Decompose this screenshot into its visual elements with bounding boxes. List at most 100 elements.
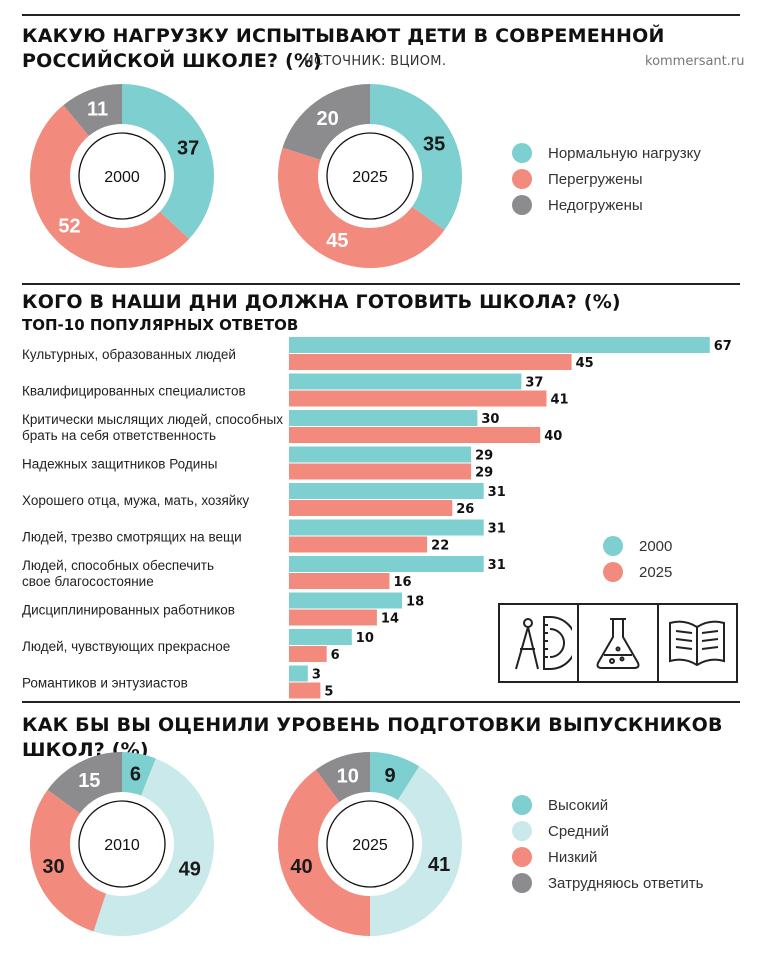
bar-2025 (289, 463, 472, 480)
chart2-subtitle: ТОП-10 ПОПУЛЯРНЫХ ОТВЕТОВ (22, 316, 299, 334)
donut-2010-slice-2 (29, 789, 106, 932)
chart1-title-line1: КАКУЮ НАГРУЗКУ ИСПЫТЫВАЮТ ДЕТИ В СОВРЕМЕ… (22, 25, 665, 47)
graduates-legend: Высокий Средний Низкий Затрудняюсь ответить (512, 792, 703, 896)
bar-2000 (289, 519, 484, 536)
bar-2000 (289, 373, 522, 390)
category-label: брать на себя ответственность (22, 428, 216, 443)
bar-value-2000: 31 (488, 558, 506, 573)
bar-value-2000: 31 (488, 522, 506, 537)
bar-2025 (289, 573, 390, 589)
bar-value-2000: 30 (481, 412, 499, 427)
bar-value-2000: 18 (406, 595, 424, 610)
graduates-legend-swatch (512, 795, 532, 815)
donut-2025b-center-label: 2025 (352, 837, 388, 854)
graduates-legend-swatch (512, 821, 532, 841)
category-label: Людей, чувствующих прекрасное (22, 639, 230, 654)
chart2-title: КОГО В НАШИ ДНИ ДОЛЖНА ГОТОВИТЬ ШКОЛА? (… (22, 291, 621, 313)
bar-value-2025: 26 (456, 502, 474, 517)
donut-2000-slice-0 (122, 84, 214, 239)
bars-legend-label: 2000 (639, 537, 673, 555)
category-label: Критически мыслящих людей, способных (22, 412, 283, 427)
bar-2000 (289, 337, 710, 353)
bar-2000 (289, 410, 478, 426)
section3-rule (22, 701, 740, 703)
graduates-legend-label: Высокий (548, 796, 609, 814)
donut-2000-center-label: 2000 (104, 169, 140, 186)
category-label: Надежных защитников Родины (22, 457, 217, 472)
load-donut-charts: 37 52 11 2000 35 45 20 2025 (30, 84, 463, 268)
bar-2000 (289, 556, 484, 572)
load-legend: Нормальную нагрузку Перегружены Недогружен… (512, 140, 701, 218)
donut-2010-center-ring (78, 800, 166, 888)
donut-2025b-slice-label-1: 41 (428, 854, 450, 876)
top-rule (22, 14, 740, 16)
donut-2000-slice-label-2: 11 (87, 98, 108, 120)
donut-2025b-slice-0 (370, 752, 420, 801)
donut-2025b-slice-label-3: 10 (337, 766, 359, 788)
bar-2000 (289, 665, 308, 682)
graduates-legend-label: Средний (548, 822, 609, 840)
bar-2025 (289, 646, 327, 662)
donut-2010-slice-1 (93, 758, 214, 936)
donut-2025-slice-0 (370, 84, 463, 231)
icons-panel (498, 603, 738, 683)
bar-2025 (289, 427, 541, 443)
graduates-legend-label: Низкий (548, 848, 598, 866)
bars-legend: 2000 2025 (603, 533, 672, 585)
donut-2000-slice-2 (63, 84, 122, 136)
donut-2025-slice-label-1: 45 (326, 230, 348, 252)
bar-2000 (289, 629, 352, 645)
load-legend-item: Нормальную нагрузку (512, 140, 701, 166)
graduates-legend-swatch (512, 873, 532, 893)
bar-value-2000: 10 (356, 631, 374, 646)
donut-2000-slice-label-0: 37 (177, 137, 199, 159)
load-legend-item: Недогружены (512, 192, 701, 218)
donut-2025b-slice-3 (315, 752, 370, 802)
bar-value-2025: 22 (431, 539, 449, 554)
donut-2025-slice-1 (278, 147, 445, 268)
load-legend-swatch (512, 195, 532, 215)
bar-2000 (289, 446, 472, 463)
donut-2025-center-label: 2025 (352, 169, 388, 186)
bar-value-2025: 16 (393, 575, 411, 590)
bars-legend-label: 2025 (639, 563, 673, 581)
donut-2010-slice-3 (47, 752, 122, 814)
bar-2025 (289, 609, 377, 626)
open-book-icon (656, 605, 736, 681)
donut-2025-slice-label-2: 20 (317, 108, 339, 130)
school-goals-bar-chart: Культурных, образованных людей 67 45 Квалиф… (22, 337, 732, 700)
bar-value-2000: 37 (525, 376, 543, 391)
bar-value-2025: 41 (550, 393, 568, 408)
category-label: Людей, трезво смотрящих на вещи (22, 530, 242, 545)
bars-legend-item: 2025 (603, 559, 672, 585)
bar-2025 (289, 500, 453, 516)
flask-icon (577, 605, 656, 681)
category-label: Хорошего отца, мужа, мать, хозяйку (22, 493, 249, 508)
bar-value-2025: 45 (576, 356, 594, 371)
category-label: Культурных, образованных людей (22, 347, 236, 362)
bars-legend-swatch (603, 562, 623, 582)
donut-2010-slice-label-3: 15 (78, 770, 100, 792)
donut-2025b-slice-label-0: 9 (385, 765, 396, 787)
graduates-legend-label: Затрудняюсь ответить (548, 874, 704, 892)
graduates-legend-item: Средний (512, 818, 703, 844)
bar-value-2025: 29 (475, 466, 493, 481)
bars-legend-swatch (603, 536, 623, 556)
graduates-legend-item: Высокий (512, 792, 703, 818)
donut-2025b-center-ring (326, 800, 414, 888)
chart1-title-line2: РОССИЙСКОЙ ШКОЛЕ? (%) (22, 50, 323, 72)
bar-2025 (289, 536, 428, 553)
donut-2000-slice-label-1: 52 (58, 215, 80, 237)
donut-2025b-slice-label-2: 40 (290, 856, 312, 878)
category-label: Людей, способных обеспечить (22, 558, 214, 573)
bar-2025 (289, 354, 572, 370)
bars-legend-item: 2000 (603, 533, 672, 559)
donut-2010-slice-label-2: 30 (42, 856, 64, 878)
compass-protractor-icon (500, 605, 577, 681)
bar-2000 (289, 592, 403, 609)
donut-2025-center-ring (326, 132, 414, 220)
donut-2010-center-label: 2010 (104, 837, 140, 854)
bar-value-2000: 31 (488, 485, 506, 500)
bar-value-2025: 6 (331, 648, 340, 663)
source-note: ИСТОЧНИК: ВЦИОМ. (304, 54, 447, 69)
